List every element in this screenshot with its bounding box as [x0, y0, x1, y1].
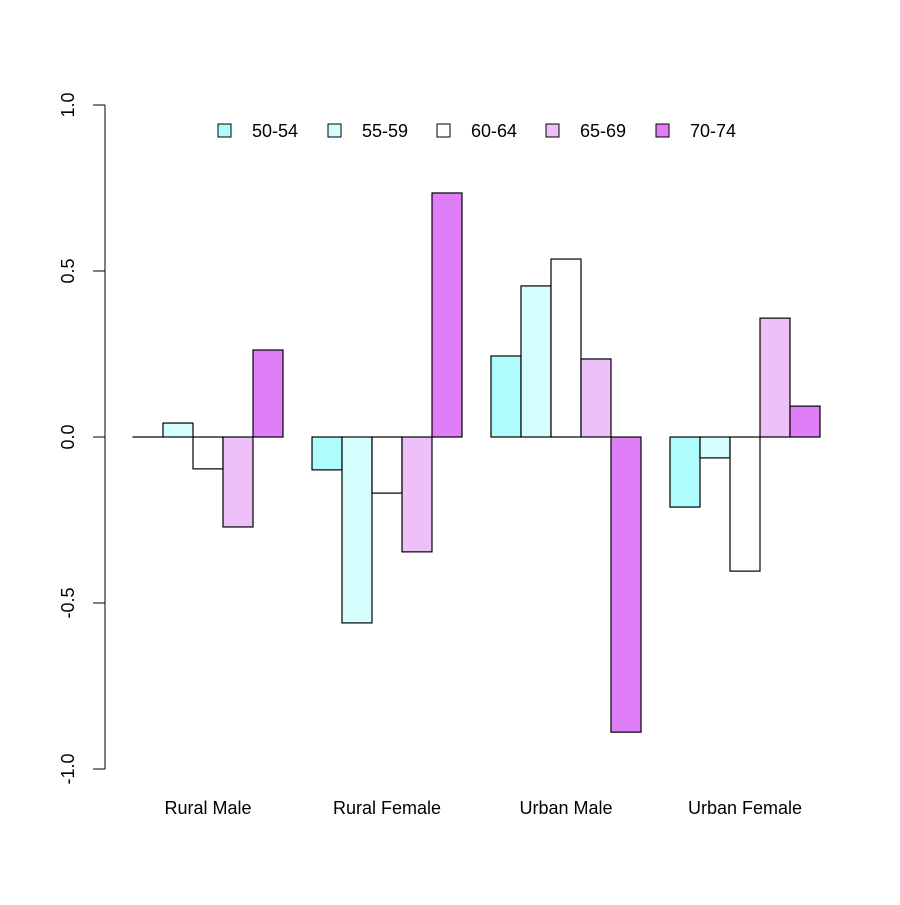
- x-tick-label: Urban Male: [519, 798, 612, 818]
- x-axis-labels: Rural Male Rural Female Urban Male Urban Fe…: [164, 798, 802, 818]
- y-tick-label: 0.5: [58, 258, 78, 283]
- legend-label: 70-74: [690, 121, 736, 141]
- x-tick-label: Rural Male: [164, 798, 251, 818]
- bar-rural-female-60-64: [372, 437, 402, 493]
- bar-rural-male-55-59: [163, 423, 193, 437]
- legend-swatch: [218, 124, 231, 137]
- bar-rural-female-50-54: [312, 437, 342, 470]
- bar-urban-male-65-69: [581, 359, 611, 437]
- bars: [133, 193, 820, 732]
- legend-swatch: [437, 124, 450, 137]
- y-tick-label: -1.0: [58, 753, 78, 784]
- y-tick-label: 1.0: [58, 92, 78, 117]
- bar-urban-male-55-59: [521, 286, 551, 437]
- legend-swatch: [656, 124, 669, 137]
- bar-rural-female-65-69: [402, 437, 432, 552]
- y-tick-label: -0.5: [58, 587, 78, 618]
- bar-urban-male-70-74: [611, 437, 641, 732]
- bar-urban-female-60-64: [730, 437, 760, 571]
- x-tick-label: Rural Female: [333, 798, 441, 818]
- bar-rural-female-70-74: [432, 193, 462, 437]
- bar-rural-female-55-59: [342, 437, 372, 623]
- y-tick-label: 0.0: [58, 424, 78, 449]
- bar-urban-female-50-54: [670, 437, 700, 507]
- legend: 50-54 55-59 60-64 65-69 70-74: [218, 121, 736, 141]
- x-tick-label: Urban Female: [688, 798, 802, 818]
- bar-urban-female-65-69: [760, 318, 790, 437]
- legend-label: 55-59: [362, 121, 408, 141]
- bar-urban-male-50-54: [491, 356, 521, 437]
- bar-rural-male-70-74: [253, 350, 283, 437]
- bar-urban-male-60-64: [551, 259, 581, 437]
- bar-urban-female-70-74: [790, 406, 820, 437]
- legend-label: 50-54: [252, 121, 298, 141]
- legend-label: 60-64: [471, 121, 517, 141]
- bar-urban-female-55-59: [700, 437, 730, 458]
- bar-rural-male-60-64: [193, 437, 223, 469]
- y-axis: -1.0 -0.5 0.0 0.5 1.0: [58, 92, 105, 784]
- legend-swatch: [546, 124, 559, 137]
- legend-label: 65-69: [580, 121, 626, 141]
- legend-swatch: [328, 124, 341, 137]
- bar-rural-male-65-69: [223, 437, 253, 527]
